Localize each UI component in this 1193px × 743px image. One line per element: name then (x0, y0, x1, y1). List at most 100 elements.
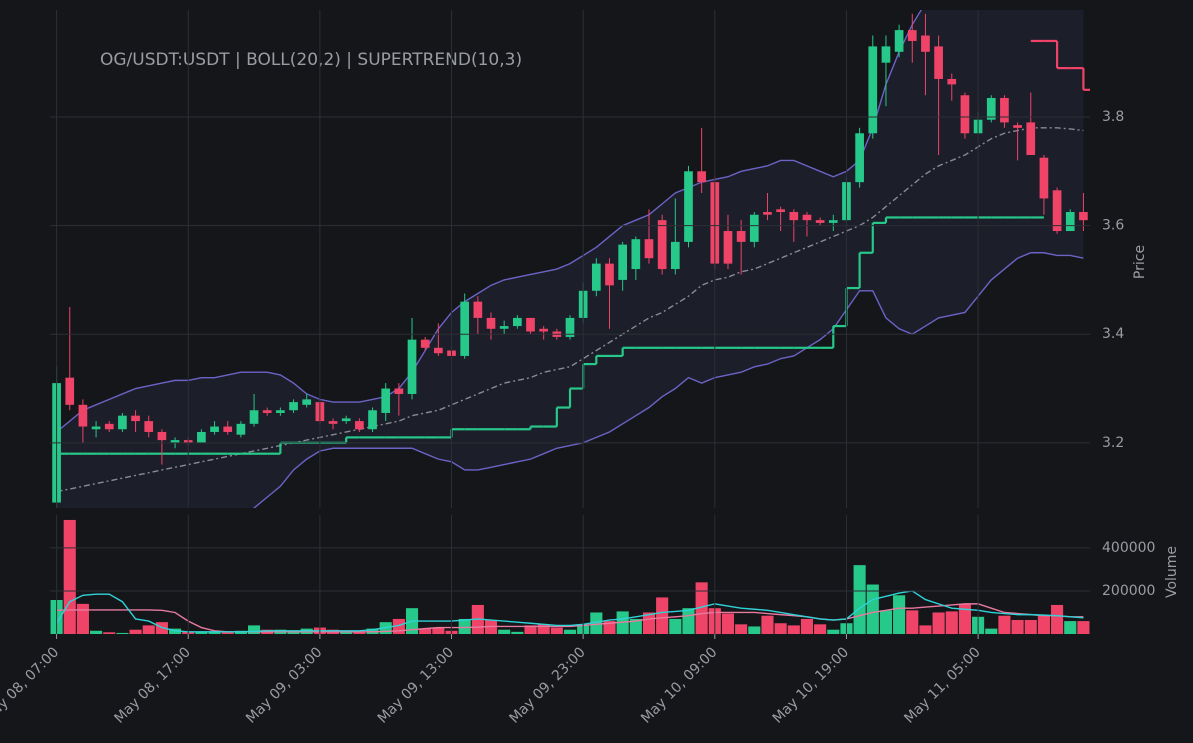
candle-body (394, 388, 404, 394)
candle-body (118, 415, 127, 430)
volume-bar (735, 624, 748, 634)
volume-bar (800, 618, 814, 634)
candle-body (262, 410, 272, 413)
candle-body (947, 78, 957, 85)
volume-bar (787, 625, 800, 634)
candle-body (618, 244, 628, 280)
volume-bar (945, 611, 958, 634)
candle-body (723, 231, 733, 264)
candle-body (657, 220, 667, 270)
candle-body (355, 421, 364, 430)
volume-bar (682, 608, 695, 634)
volume-bar (432, 627, 445, 634)
volume-bar (116, 632, 129, 634)
candle-body (499, 326, 509, 329)
candle-body (881, 46, 891, 63)
volume-bar (419, 628, 432, 634)
candle-body (236, 423, 246, 435)
volume-bar (748, 626, 761, 634)
volume-bar (1011, 620, 1024, 634)
candle-body (697, 171, 706, 183)
candle-body (157, 431, 167, 441)
candle-body (591, 263, 601, 291)
candle-body (473, 301, 483, 318)
volume-bar (498, 629, 511, 634)
candle-body (1026, 122, 1036, 156)
candle-body (170, 440, 180, 443)
volume-bar (353, 631, 366, 634)
candle-body (684, 171, 693, 242)
volume-bar (247, 625, 261, 634)
candle-body (894, 30, 904, 52)
y-tick-label: 3.2 (1102, 435, 1124, 451)
candle-body (1013, 125, 1022, 128)
candle-body (249, 410, 259, 424)
candle-body (210, 426, 219, 432)
volume-bar (866, 584, 879, 634)
candle-body (1065, 212, 1075, 232)
candle-body (605, 263, 614, 286)
candle-body (934, 46, 943, 79)
candle-body (644, 239, 654, 259)
volume-bar (1077, 621, 1090, 634)
candle-body (1052, 190, 1062, 232)
volume-bar (63, 519, 76, 634)
volume-bar (695, 582, 708, 634)
volume-bar (814, 624, 827, 634)
volume-bar (1024, 620, 1037, 634)
volume-bar (511, 631, 524, 634)
candle-body (486, 317, 496, 329)
volume-bar (774, 623, 787, 634)
candle-body (302, 399, 312, 405)
candle-body (670, 241, 680, 270)
volume-bar (603, 621, 616, 634)
volume-bar (221, 631, 234, 634)
y-axis-label: Price (1132, 245, 1148, 279)
candle-body (1039, 157, 1049, 199)
candle-body (749, 214, 759, 242)
volume-bar (985, 628, 998, 634)
candle-body (907, 30, 917, 41)
candle-body (828, 220, 838, 223)
volume-bar (550, 627, 563, 634)
volume-bar (1051, 604, 1064, 634)
candle-body (763, 212, 772, 215)
y-tick-label: 3.4 (1102, 326, 1124, 342)
volume-bar (1064, 621, 1077, 634)
volume-axis-label: Volume (1164, 546, 1180, 598)
candle-body (434, 347, 443, 354)
volume-bar (656, 597, 669, 634)
candle-body (91, 426, 101, 430)
candle-body (131, 415, 140, 422)
price-panel (52, 10, 1090, 508)
candle-body (921, 35, 930, 52)
candle-body (868, 46, 878, 134)
volume-bar (906, 610, 919, 634)
candle-body (986, 97, 996, 120)
candle-body (368, 410, 377, 430)
volume-bar (629, 618, 642, 634)
candle-body (1000, 97, 1009, 123)
volume-bar (590, 612, 603, 634)
candle-body (407, 339, 417, 394)
volume-bar (1037, 615, 1050, 634)
y-tick-label: 3.6 (1102, 218, 1124, 234)
candle-body (1079, 212, 1088, 221)
volume-bar (563, 629, 577, 634)
candle-body (197, 431, 206, 443)
candle-body (960, 95, 970, 134)
volume-bar (103, 632, 116, 634)
candle-body (460, 301, 470, 356)
candle-body (512, 317, 522, 327)
candle-body (789, 212, 799, 221)
volume-bar (853, 565, 866, 634)
candle-body (631, 239, 641, 270)
volume-bar (458, 618, 471, 634)
candle-body (381, 388, 391, 413)
volume-bar (142, 625, 155, 634)
y-tick-label: 3.8 (1102, 109, 1124, 125)
candle-body (328, 421, 338, 424)
volume-bar (195, 632, 208, 634)
chart-title: OG/USDT:USDT | BOLL(20,2) | SUPERTREND(1… (100, 50, 522, 70)
